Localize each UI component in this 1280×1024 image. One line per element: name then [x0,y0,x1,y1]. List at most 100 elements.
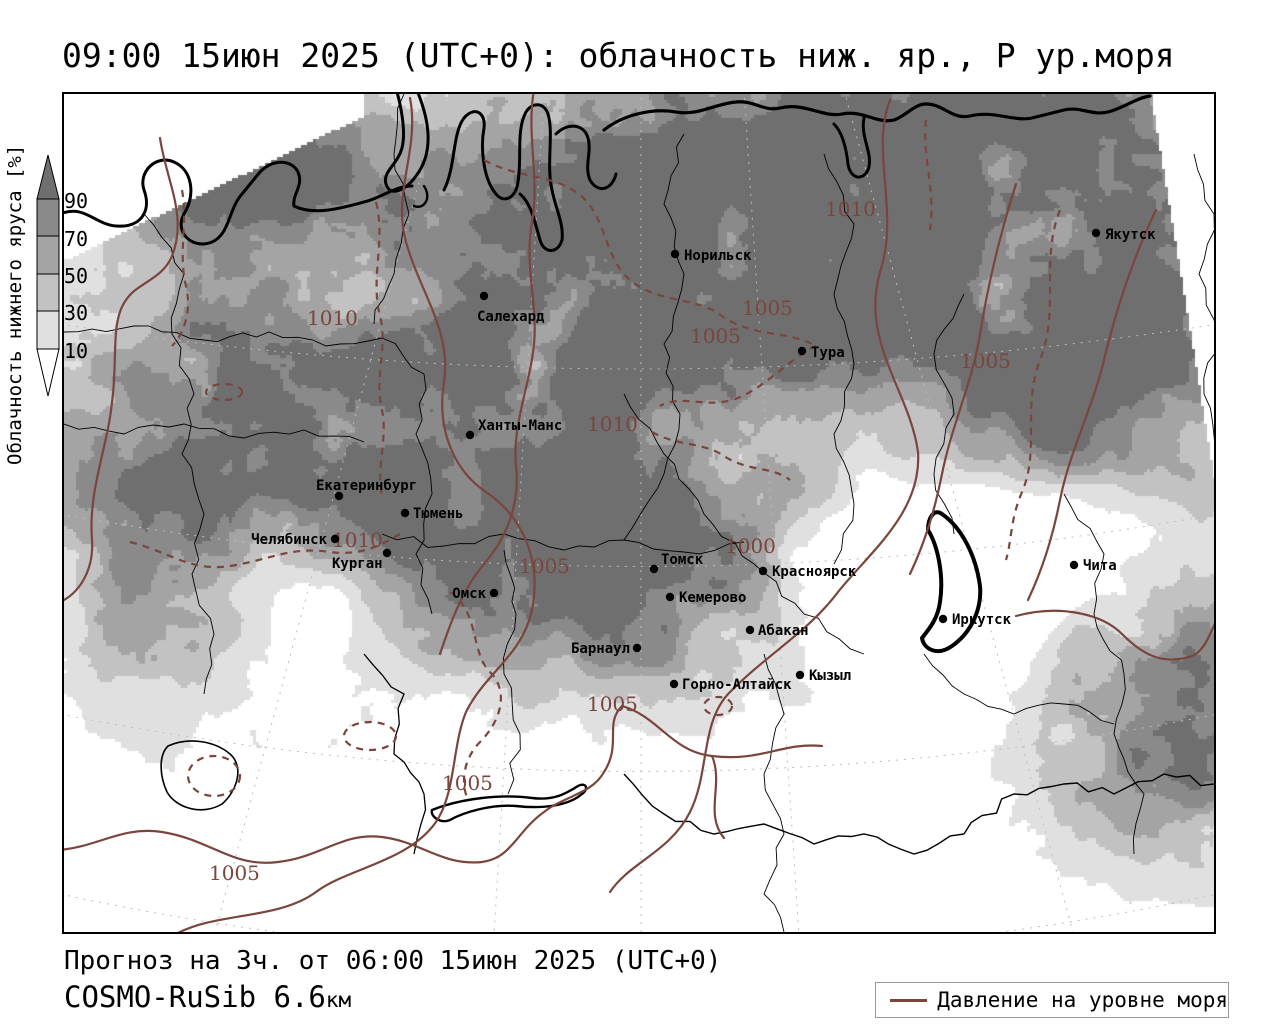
admin-border [363,653,427,855]
model-caption: COSMO-RuSib 6.6км [64,980,351,1014]
cloud-cover-layer [64,94,1214,932]
pressure-label: 1005 [742,296,793,320]
pressure-label: 1000 [725,534,776,558]
model-name: COSMO-RuSib 6.6 [64,980,326,1014]
city-label: Екатеринбург [316,478,417,494]
city-marker [665,592,675,602]
admin-border [963,773,1214,835]
colorbar-seg-90-70 [36,198,60,237]
admin-border [623,393,865,655]
city-marker [400,508,410,518]
city-label: Челябинск [251,532,327,548]
city-marker [670,249,680,259]
colorbar-tick-30: 30 [64,301,89,325]
pressure-line-swatch [890,998,928,1002]
city-marker [649,564,659,574]
city-label: Курган [332,556,383,572]
admin-border [64,423,365,443]
city-marker [632,643,642,653]
city-marker [797,346,807,356]
island [412,184,429,208]
city-label: Омск [452,586,486,602]
colorbar-tick-50: 50 [64,264,89,288]
pressure-label: 1005 [442,771,493,795]
city-marker [745,625,755,635]
admin-border [623,773,965,855]
city-label: Барнаул [571,641,630,657]
pressure-label: 1005 [960,349,1011,373]
pressure-label: 1005 [690,324,741,348]
pressure-label: 1010 [587,412,638,436]
admin-border [502,549,521,795]
colorbar-tick-90: 90 [64,189,89,213]
novaya-zemlya [383,94,430,193]
admin-border [373,94,410,325]
city-label: Кемерово [679,590,746,606]
admin-border [823,153,855,565]
city-label: Томск [661,552,704,568]
colorbar-arrow-bottom [36,348,60,397]
white-sea-coast [64,158,262,246]
colorbar-seg-30-10 [36,310,60,350]
city-label: Ханты-Манс [478,418,562,434]
city-marker [334,491,344,501]
admin-border [763,653,785,932]
admin-border [381,337,433,615]
pressure-label: 1005 [519,554,570,578]
pressure-label: 1005 [587,692,638,716]
coastlines [64,94,1152,823]
page-title: 09:00 15июн 2025 (UTC+0): облачность ниж… [62,36,1175,75]
city-label: Норильск [684,248,752,264]
city-label: Иркутск [952,612,1012,628]
city-label: Тюмень [413,506,464,522]
city-label: Абакан [758,623,809,639]
city-marker [1069,560,1079,570]
colorbar-seg-70-50 [36,235,60,275]
pressure-labels: 1010101010101010100510051005100510051005… [209,197,1011,885]
admin-border [1063,493,1145,855]
colorbar-tick-70: 70 [64,227,89,251]
taymyr-coast [602,94,1152,132]
city-label: Салехард [477,309,545,325]
cloudiness-colorbar [36,154,60,397]
pressure-label: 1010 [332,528,383,552]
pressure-label: 1010 [825,197,876,221]
model-unit: км [325,988,352,1012]
admin-borders [64,94,1214,932]
ob-gulf-coast [442,103,564,252]
pressure-contours-dashed [129,119,1062,801]
city-marker [382,548,392,558]
admin-border [923,653,1115,725]
city-marker [330,534,340,544]
map-frame: 1010 1010 1010 1010 1005 1005 1005 1005 1005 1005… [62,92,1216,934]
pressure-label: 1005 [209,861,260,885]
khatanga-inlet [832,116,871,179]
city-markers: Норильск Якутск Салехард Тура Ханты-Манс Екат… [251,227,1156,693]
pressure-legend-label: Давление на уровне моря [937,988,1228,1012]
city-marker [669,679,679,689]
colorbar-tick-10: 10 [64,339,89,363]
city-label: Якутск [1105,227,1156,243]
city-marker [1091,228,1101,238]
city-label: Чита [1083,558,1117,574]
pressure-label: 1010 [307,306,358,330]
city-label: Красноярск [772,564,857,580]
forecast-caption: Прогноз на 3ч. от 06:00 15июн 2025 (UTC+… [64,946,722,976]
colorbar-axis-label: Облачность нижнего яруса [%] [4,144,26,466]
city-marker [465,430,475,440]
lake-baikal [920,510,983,654]
city-marker [938,614,948,624]
city-label: Кызыл [809,668,851,684]
admin-border [1193,153,1214,441]
kanin-coast [258,160,414,213]
taz-gulf-coast [554,124,618,190]
admin-border [143,213,215,695]
lake-balkhash [430,783,588,823]
map-overlay: 1010101010101010100510051005100510051005… [64,94,1214,932]
city-marker [479,291,489,301]
pressure-contours-solid [64,94,1214,932]
colorbar-arrow-top [36,154,60,200]
admin-border [64,325,383,347]
city-label: Горно-Алтайск [682,677,792,693]
